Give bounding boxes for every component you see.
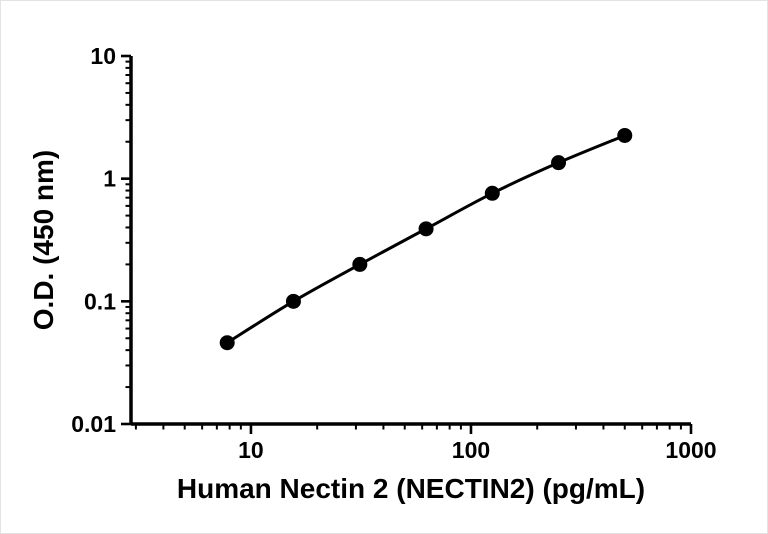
data-point-marker — [484, 185, 500, 201]
y-tick-label: 10 — [90, 43, 116, 69]
x-tick-label: 100 — [452, 437, 490, 463]
plot-area: 10 100 1000 0.01 0.1 1 10 — [71, 43, 716, 463]
data-point-marker — [285, 293, 301, 309]
data-point-marker — [617, 127, 633, 143]
x-axis-label: Human Nectin 2 (NECTIN2) (pg/mL) — [177, 473, 645, 504]
standard-curve-line — [225, 133, 627, 345]
x-tick-label: 1000 — [665, 437, 716, 463]
y-tick-label: 0.01 — [71, 411, 116, 437]
data-point-marker — [352, 256, 368, 272]
y-tick-label: 1 — [103, 166, 116, 192]
x-tick-label: 10 — [238, 437, 264, 463]
data-point-marker — [418, 221, 434, 237]
y-tick-label: 0.1 — [84, 288, 116, 314]
y-axis-label: O.D. (450 nm) — [28, 150, 59, 330]
data-point-marker — [219, 335, 235, 351]
data-point-marker — [551, 155, 567, 171]
